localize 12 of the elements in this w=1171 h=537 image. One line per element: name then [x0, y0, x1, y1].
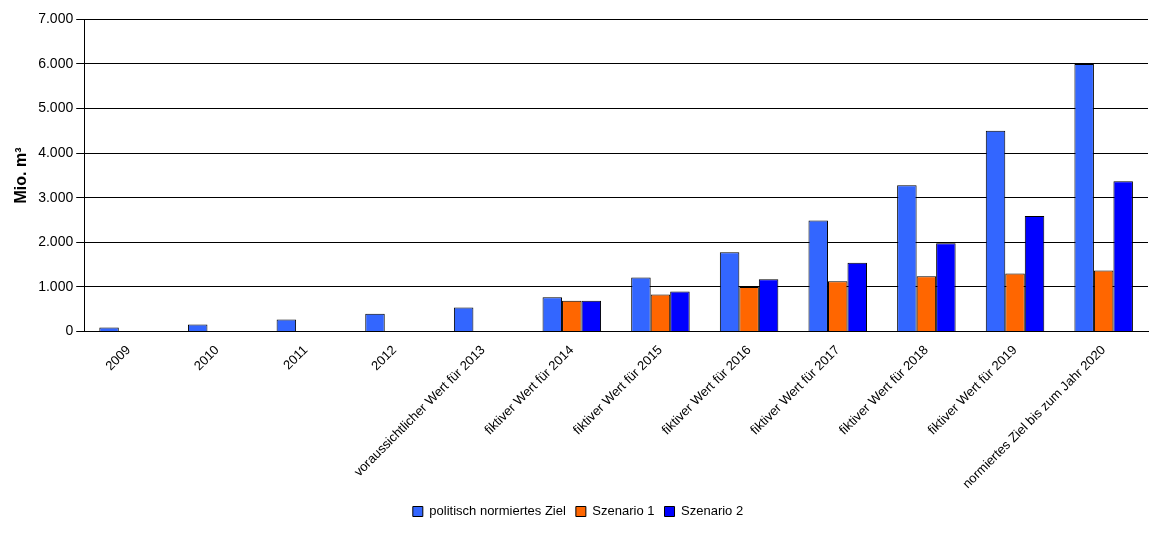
y-tick-label: 1.000 — [38, 277, 74, 294]
legend-label: politisch normiertes Ziel — [429, 503, 566, 519]
y-tick-label: 6.000 — [38, 54, 74, 71]
y-tick-label: 0 — [65, 322, 74, 339]
y-tick-label: 7.000 — [38, 10, 74, 27]
legend-label: Szenario 1 — [592, 503, 655, 519]
y-tick-label: 2.000 — [38, 233, 74, 250]
y-tick-label: 3.000 — [38, 188, 74, 205]
y-tick-label: 5.000 — [38, 99, 74, 116]
y-axis-title: Mio. m³ — [12, 147, 30, 204]
y-tick-label: 4.000 — [38, 144, 74, 161]
legend-label: Szenario 2 — [681, 503, 744, 519]
